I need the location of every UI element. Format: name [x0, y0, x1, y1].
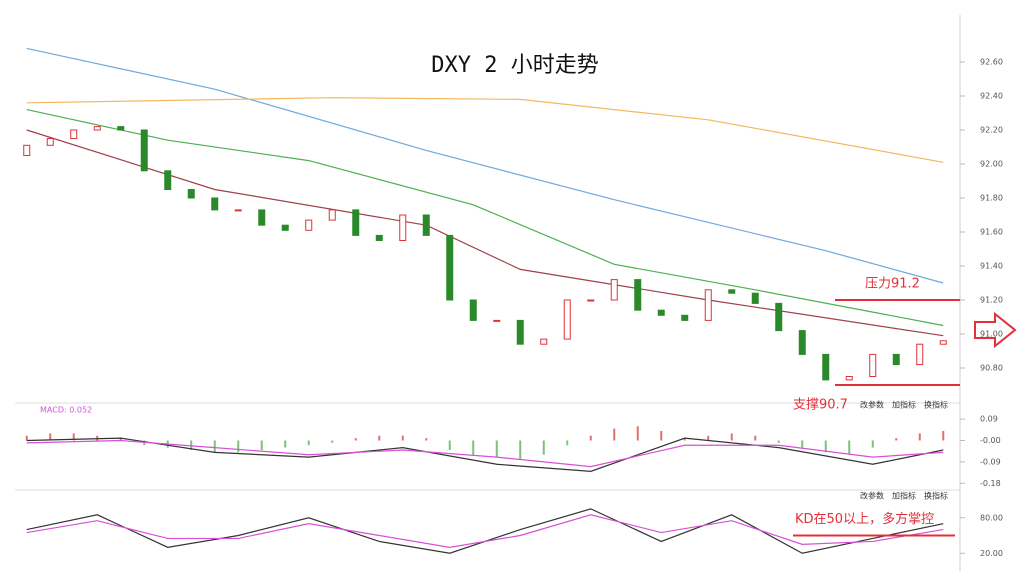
candle [281, 224, 289, 231]
candle [305, 219, 313, 231]
y-tick-label: -0.18 [980, 479, 1001, 488]
candle [140, 129, 148, 172]
annotation: 压力91.2 [865, 277, 920, 292]
line [26, 109, 944, 327]
candle [869, 353, 877, 377]
candle [892, 353, 900, 366]
candle [681, 314, 689, 321]
candle [117, 126, 125, 131]
candle [704, 289, 712, 321]
candle [587, 299, 595, 302]
candle [822, 353, 830, 381]
line [26, 129, 944, 337]
y-tick-label: 91.40 [980, 262, 1003, 271]
candle [634, 279, 642, 311]
y-tick-label: 92.20 [980, 126, 1003, 135]
candle [23, 144, 31, 157]
candle [751, 292, 759, 304]
y-tick-label: 80.00 [980, 513, 1003, 522]
panel-button[interactable]: 换指标 [924, 400, 948, 410]
y-tick-label: 91.60 [980, 228, 1003, 237]
candle [516, 319, 524, 345]
candle [845, 376, 853, 381]
candle [540, 338, 548, 345]
candle [493, 319, 501, 322]
chart-title: DXY 2 小时走势 [431, 53, 598, 78]
y-tick-label: 90.80 [980, 364, 1003, 373]
candle [399, 214, 407, 241]
y-tick-label: -0.00 [980, 436, 1001, 445]
line [26, 514, 944, 548]
candle [775, 302, 783, 332]
annotation: KD在50以上，多方掌控 [795, 511, 934, 527]
line [26, 47, 944, 284]
panel-button[interactable]: 改参数 [860, 400, 884, 410]
candle [234, 209, 242, 212]
line [26, 437, 944, 472]
candle [563, 299, 571, 340]
candle [446, 234, 454, 301]
candle [164, 170, 172, 191]
candle [610, 279, 618, 301]
candle [258, 209, 266, 226]
candle [70, 129, 78, 139]
y-tick-label: 91.00 [980, 330, 1003, 339]
panel-button[interactable]: 改参数 [860, 491, 884, 501]
candle [939, 340, 947, 345]
arrow-icon [974, 311, 1017, 349]
candle [798, 330, 806, 355]
candle [657, 309, 665, 316]
candle [328, 209, 336, 221]
candle [728, 289, 736, 294]
candle [422, 214, 430, 236]
line [26, 97, 944, 163]
y-tick-label: 92.40 [980, 92, 1003, 101]
y-tick-label: 92.00 [980, 160, 1003, 169]
candle [93, 126, 101, 131]
candle [187, 189, 195, 199]
y-tick-label: 92.60 [980, 58, 1003, 67]
y-tick-label: 91.80 [980, 194, 1003, 203]
annotation: 支撑90.7 [793, 398, 848, 413]
candle [375, 234, 383, 241]
y-tick-label: 91.20 [980, 296, 1003, 305]
candle [211, 197, 219, 211]
candle [469, 299, 477, 321]
macd-legend: MACD: 0.052 [40, 406, 92, 415]
candle [46, 138, 54, 146]
candle [916, 343, 924, 366]
panel-button[interactable]: 加指标 [892, 400, 916, 410]
panel-button[interactable]: 换指标 [924, 491, 948, 501]
line [26, 439, 944, 468]
candle [352, 209, 360, 236]
y-tick-label: -0.09 [980, 457, 1001, 466]
y-tick-label: 20.00 [980, 549, 1003, 558]
y-tick-label: 0.09 [980, 415, 998, 424]
panel-button[interactable]: 加指标 [892, 491, 916, 501]
